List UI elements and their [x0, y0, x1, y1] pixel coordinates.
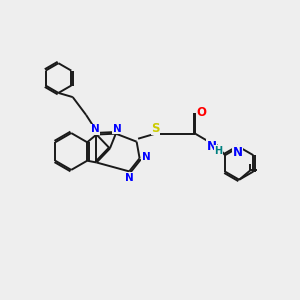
Text: N: N: [142, 152, 151, 162]
Text: N: N: [206, 140, 217, 153]
Text: N: N: [112, 124, 122, 134]
Text: O: O: [196, 106, 206, 119]
Text: S: S: [151, 122, 160, 135]
Text: N: N: [233, 146, 243, 159]
Text: N: N: [91, 124, 99, 134]
Text: H: H: [214, 146, 222, 156]
Text: N: N: [125, 172, 134, 183]
